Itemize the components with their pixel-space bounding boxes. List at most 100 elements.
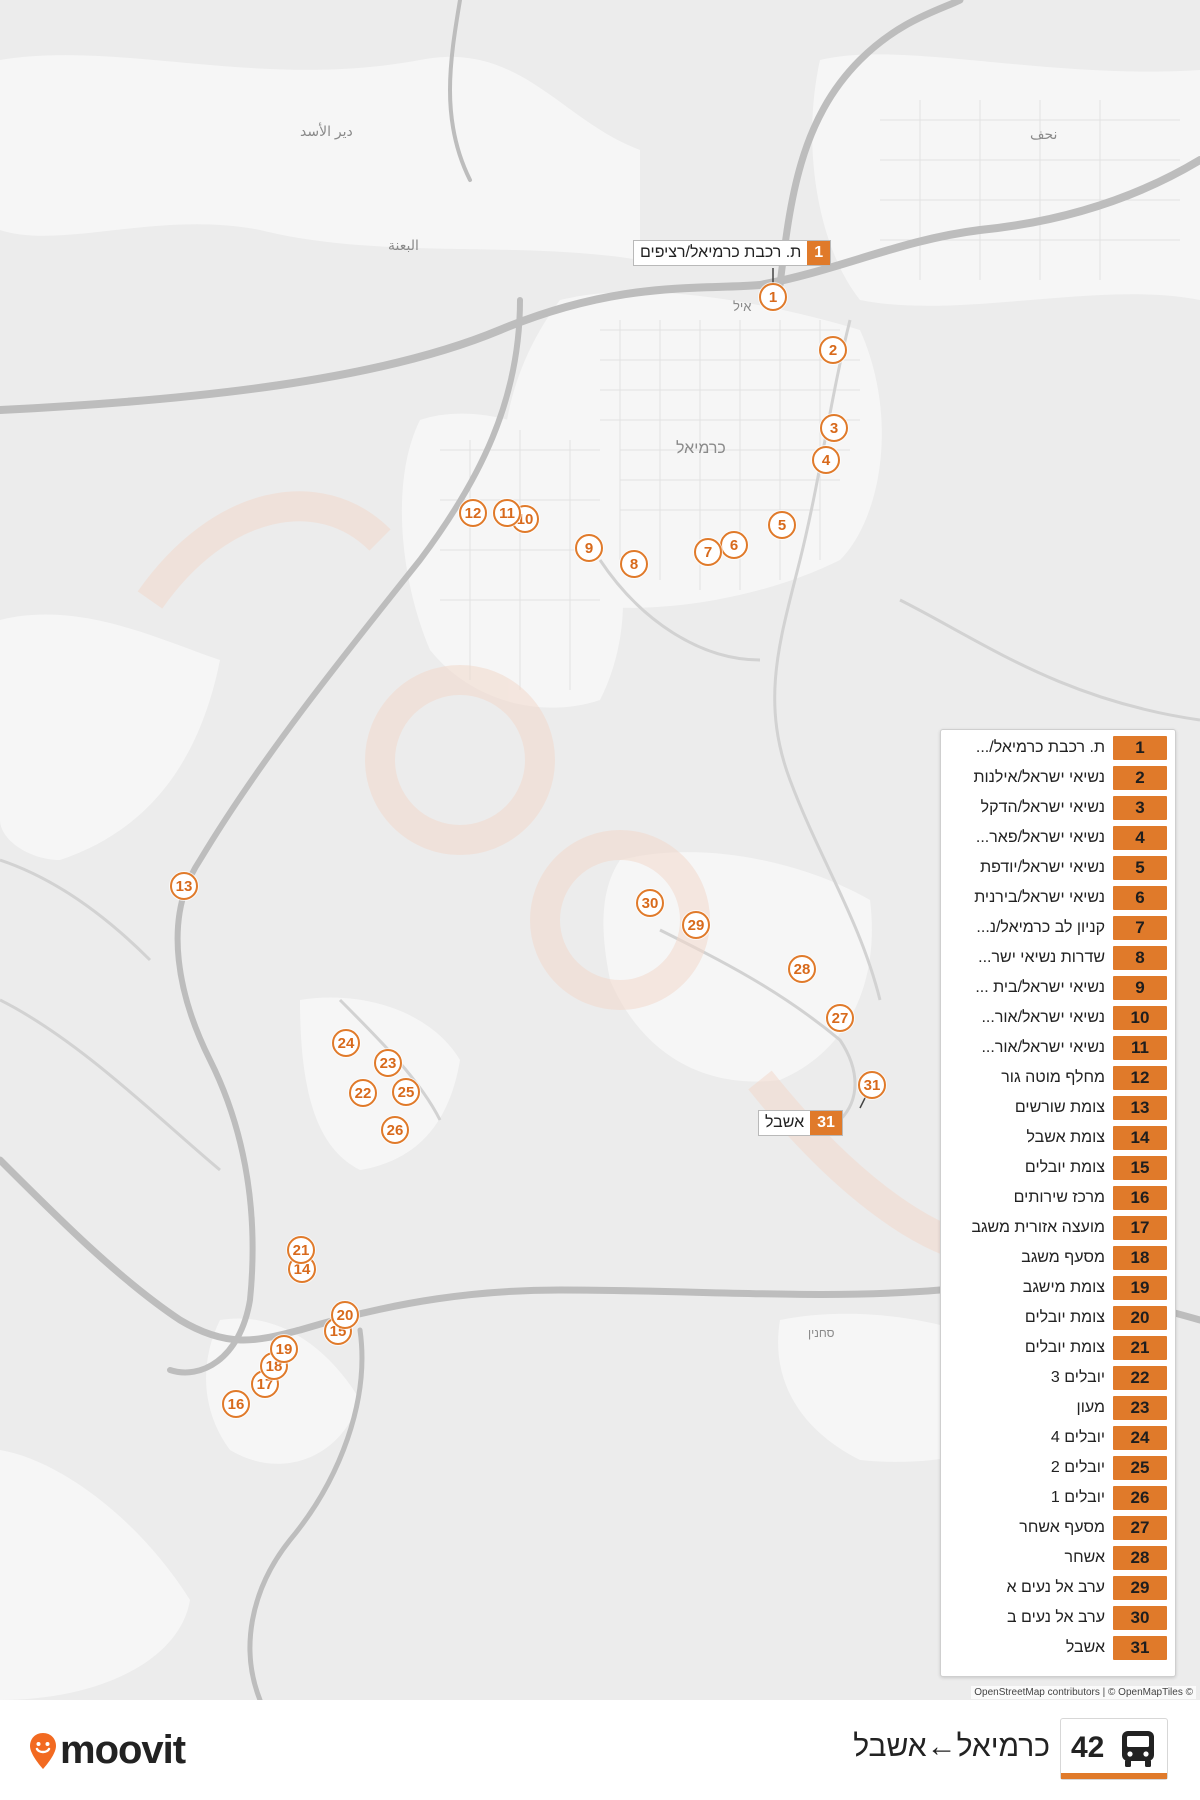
footer-bar: [0, 1700, 1200, 1800]
legend-stop-name: יובלים 4: [1050, 1429, 1105, 1446]
legend-number: 16: [1113, 1186, 1167, 1210]
callout-number: 31: [810, 1111, 842, 1135]
legend-item[interactable]: 4 נשיאי ישראל/פאר...: [941, 823, 1175, 853]
legend-number: 10: [1113, 1006, 1167, 1030]
callout-number: 1: [807, 241, 831, 265]
legend-item[interactable]: 8 שדרות נשיאי ישר...: [941, 943, 1175, 973]
legend-item[interactable]: 12 מחלף מוטה גור: [941, 1063, 1175, 1093]
route-accent-bar: [1061, 1773, 1167, 1779]
legend-stop-name: מעון: [1076, 1399, 1105, 1416]
stop-pin-21[interactable]: 21: [287, 1236, 315, 1264]
legend-number: 7: [1113, 916, 1167, 940]
stop-pin-13[interactable]: 13: [170, 872, 198, 900]
stop-pin-23[interactable]: 23: [374, 1049, 402, 1077]
stop-pin-26[interactable]: 26: [381, 1116, 409, 1144]
legend-item[interactable]: 17 מועצה אזורית משגב: [941, 1213, 1175, 1243]
legend-item[interactable]: 23 מעון: [941, 1393, 1175, 1423]
map-attribution[interactable]: OpenStreetMap contributors | © OpenMapTi…: [971, 1686, 1196, 1699]
place-label-deir-al-asad: دير الأسد: [300, 123, 353, 139]
legend-stop-name: קניון לב כרמיאל/נ...: [976, 919, 1105, 936]
stop-pin-25[interactable]: 25: [392, 1078, 420, 1106]
place-label-al-bina: البعنة: [388, 237, 419, 253]
legend-number: 25: [1113, 1456, 1167, 1480]
legend-item[interactable]: 15 צומת יובלים: [941, 1153, 1175, 1183]
legend-item[interactable]: 24 יובלים 4: [941, 1423, 1175, 1453]
place-label-karmiel-partial: איל: [733, 299, 752, 314]
legend-item[interactable]: 3 נשיאי ישראל/הדקל: [941, 793, 1175, 823]
legend-number: 17: [1113, 1216, 1167, 1240]
stop-pin-1[interactable]: 1: [759, 283, 787, 311]
legend-stop-name: ת. רכבת כרמיאל/...: [975, 739, 1105, 756]
legend-item[interactable]: 20 צומת יובלים: [941, 1303, 1175, 1333]
legend-item[interactable]: 22 יובלים 3: [941, 1363, 1175, 1393]
stop-pin-20[interactable]: 20: [331, 1301, 359, 1329]
stop-pin-24[interactable]: 24: [332, 1029, 360, 1057]
legend-number: 23: [1113, 1396, 1167, 1420]
legend-stop-name: מחלף מוטה גור: [1001, 1069, 1105, 1086]
legend-number: 29: [1113, 1576, 1167, 1600]
route-title: כרמיאל←אשבל: [853, 1730, 1050, 1763]
legend-stop-name: נשיאי ישראל/פאר...: [975, 829, 1105, 846]
stop-pin-27[interactable]: 27: [826, 1004, 854, 1032]
legend-item[interactable]: 26 יובלים 1: [941, 1483, 1175, 1513]
legend-number: 13: [1113, 1096, 1167, 1120]
legend-number: 15: [1113, 1156, 1167, 1180]
legend-item[interactable]: 27 מסעף אשחר: [941, 1513, 1175, 1543]
legend-number: 27: [1113, 1516, 1167, 1540]
legend-item[interactable]: 14 צומת אשבל: [941, 1123, 1175, 1153]
stop-pin-6[interactable]: 6: [720, 531, 748, 559]
stop-pin-9[interactable]: 9: [575, 534, 603, 562]
legend-item[interactable]: 1 ת. רכבת כרמיאל/...: [941, 733, 1175, 763]
legend-item[interactable]: 5 נשיאי ישראל/יודפת: [941, 853, 1175, 883]
stop-legend: 1 ת. רכבת כרמיאל/... 2 נשיאי ישראל/אילנות …: [940, 729, 1176, 1677]
stop-pin-16[interactable]: 16: [222, 1390, 250, 1418]
legend-item[interactable]: 9 נשיאי ישראל/בית ...: [941, 973, 1175, 1003]
stop-pin-12[interactable]: 12: [459, 499, 487, 527]
legend-item[interactable]: 7 קניון לב כרמיאל/נ...: [941, 913, 1175, 943]
legend-item[interactable]: 18 מסעף משגב: [941, 1243, 1175, 1273]
route-badge[interactable]: 42: [1060, 1718, 1168, 1780]
legend-stop-name: נשיאי ישראל/הדקל: [980, 799, 1105, 816]
end-stop-callout[interactable]: 31 אשבל: [758, 1110, 843, 1136]
legend-item[interactable]: 29 ערב אל נעים א: [941, 1573, 1175, 1603]
stop-pin-3[interactable]: 3: [820, 414, 848, 442]
stop-pin-22[interactable]: 22: [349, 1079, 377, 1107]
legend-item[interactable]: 13 צומת שורשים: [941, 1093, 1175, 1123]
legend-number: 5: [1113, 856, 1167, 880]
legend-item[interactable]: 10 נשיאי ישראל/אור...: [941, 1003, 1175, 1033]
stop-pin-11[interactable]: 11: [493, 499, 521, 527]
legend-number: 2: [1113, 766, 1167, 790]
legend-stop-name: נשיאי ישראל/בירנית: [974, 889, 1105, 906]
stop-pin-8[interactable]: 8: [620, 550, 648, 578]
legend-item[interactable]: 28 אשחר: [941, 1543, 1175, 1573]
legend-stop-name: אשחר: [1064, 1549, 1105, 1566]
legend-number: 24: [1113, 1426, 1167, 1450]
stop-pin-28[interactable]: 28: [788, 955, 816, 983]
stop-pin-30[interactable]: 30: [636, 889, 664, 917]
moovit-logo[interactable]: moovit: [28, 1728, 186, 1773]
stop-pin-19[interactable]: 19: [270, 1335, 298, 1363]
legend-item[interactable]: 2 נשיאי ישראל/אילנות: [941, 763, 1175, 793]
stop-pin-29[interactable]: 29: [682, 911, 710, 939]
stop-pin-5[interactable]: 5: [768, 511, 796, 539]
legend-item[interactable]: 21 צומת יובלים: [941, 1333, 1175, 1363]
stop-pin-2[interactable]: 2: [819, 336, 847, 364]
legend-item[interactable]: 31 אשבל: [941, 1633, 1175, 1663]
stop-pin-4[interactable]: 4: [812, 446, 840, 474]
stop-pin-7[interactable]: 7: [694, 538, 722, 566]
legend-item[interactable]: 11 נשיאי ישראל/אור...: [941, 1033, 1175, 1063]
legend-number: 28: [1113, 1546, 1167, 1570]
legend-stop-name: צומת אשבל: [1026, 1129, 1106, 1146]
legend-number: 9: [1113, 976, 1167, 1000]
legend-item[interactable]: 16 מרכז שירותים: [941, 1183, 1175, 1213]
legend-item[interactable]: 6 נשיאי ישראל/בירנית: [941, 883, 1175, 913]
legend-stop-name: יובלים 2: [1050, 1459, 1105, 1476]
legend-item[interactable]: 30 ערב אל נעים ב: [941, 1603, 1175, 1633]
callout-name: ת. רכבת כרמיאל/רציפים: [640, 244, 802, 261]
start-stop-callout[interactable]: 1 ת. רכבת כרמיאל/רציפים: [633, 240, 832, 266]
legend-item[interactable]: 25 יובלים 2: [941, 1453, 1175, 1483]
stop-pin-31[interactable]: 31: [858, 1071, 886, 1099]
legend-stop-name: מועצה אזורית משגב: [971, 1219, 1105, 1236]
legend-item[interactable]: 19 צומת מישגב: [941, 1273, 1175, 1303]
